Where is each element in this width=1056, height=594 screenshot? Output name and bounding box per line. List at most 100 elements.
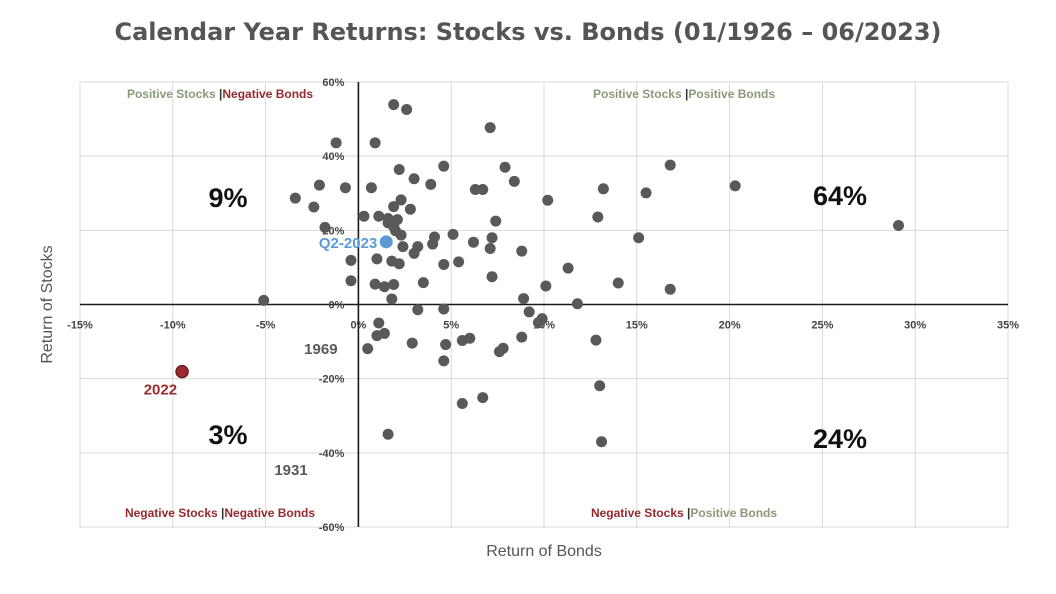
data-point bbox=[477, 392, 489, 404]
quadrant-top-left-part2: Negative Bonds bbox=[222, 87, 313, 101]
data-point bbox=[378, 327, 390, 339]
data-point bbox=[371, 253, 383, 265]
data-point bbox=[339, 182, 351, 194]
data-point bbox=[395, 194, 407, 206]
data-point bbox=[477, 184, 489, 196]
data-point bbox=[369, 137, 381, 149]
data-point bbox=[393, 258, 405, 270]
chart-title: Calendar Year Returns: Stocks vs. Bonds … bbox=[114, 18, 942, 46]
quadrant-top-left-part1: Positive Stocks bbox=[127, 87, 219, 101]
data-point bbox=[516, 245, 528, 257]
quadrant-bottom-left-part2: Negative Bonds bbox=[224, 506, 315, 520]
data-point bbox=[633, 232, 645, 244]
data-point bbox=[571, 298, 583, 310]
data-point bbox=[358, 210, 370, 222]
data-point bbox=[345, 275, 357, 287]
quadrant-top-right-separator: | bbox=[685, 87, 688, 101]
data-point bbox=[289, 192, 301, 204]
highlight-point-2022 bbox=[175, 364, 189, 379]
data-point bbox=[386, 293, 398, 305]
data-point bbox=[447, 228, 459, 240]
y-axis-title: Return of Stocks bbox=[39, 245, 56, 363]
x-tick-label: 0% bbox=[350, 320, 366, 332]
data-point bbox=[388, 201, 400, 213]
data-point bbox=[490, 215, 502, 227]
highlight-point-q2-2023 bbox=[379, 235, 393, 249]
data-point bbox=[427, 238, 439, 250]
y-tick-label: -40% bbox=[319, 448, 345, 460]
data-point bbox=[258, 294, 270, 306]
pct-top-right: 64% bbox=[813, 181, 867, 211]
data-point bbox=[596, 436, 608, 448]
quadrant-bottom-right-separator: | bbox=[687, 506, 690, 520]
data-point bbox=[518, 293, 530, 305]
data-point bbox=[453, 256, 465, 268]
data-point bbox=[536, 313, 548, 325]
y-tick-label: 0% bbox=[328, 300, 344, 312]
x-tick-label: 20% bbox=[719, 320, 741, 332]
data-point bbox=[362, 343, 374, 355]
label-q2-2023: Q2-2023 bbox=[319, 235, 377, 252]
data-point bbox=[308, 201, 320, 213]
data-point bbox=[369, 278, 381, 290]
data-point bbox=[456, 398, 468, 410]
data-point bbox=[590, 334, 602, 346]
data-point bbox=[594, 380, 606, 392]
data-point bbox=[330, 137, 342, 149]
data-point bbox=[425, 178, 437, 190]
data-point bbox=[319, 221, 331, 233]
data-point bbox=[464, 332, 476, 344]
data-point bbox=[438, 258, 450, 270]
data-point bbox=[365, 182, 377, 194]
data-point bbox=[401, 103, 413, 115]
data-point bbox=[493, 346, 505, 358]
data-point bbox=[378, 281, 390, 293]
axes bbox=[80, 82, 1008, 527]
data-point bbox=[664, 283, 676, 295]
data-point bbox=[404, 203, 416, 215]
quadrant-bottom-left-part1: Negative Stocks bbox=[125, 506, 221, 520]
data-point bbox=[395, 229, 407, 241]
data-points bbox=[175, 99, 904, 448]
data-point bbox=[592, 211, 604, 223]
data-point bbox=[664, 159, 676, 171]
data-point bbox=[388, 278, 400, 290]
data-point bbox=[382, 428, 394, 440]
x-tick-label: -15% bbox=[67, 320, 93, 332]
chart-labels: Return of Bonds Return of Stocks 2022 Q2-20… bbox=[39, 87, 867, 560]
data-point bbox=[484, 243, 496, 255]
y-tick-label: 40% bbox=[322, 151, 344, 163]
data-point bbox=[523, 306, 535, 318]
x-tick-label: 30% bbox=[904, 320, 926, 332]
quadrant-top-right: Positive Stocks |Positive Bonds bbox=[593, 87, 775, 101]
data-point bbox=[729, 180, 741, 192]
data-point bbox=[540, 280, 552, 292]
data-point bbox=[516, 331, 528, 343]
data-point bbox=[408, 247, 420, 259]
x-axis-title: Return of Bonds bbox=[486, 543, 602, 560]
x-tick-label: -5% bbox=[256, 320, 276, 332]
y-tick-label: -60% bbox=[319, 522, 345, 534]
data-point bbox=[417, 277, 429, 289]
quadrant-bottom-right: Negative Stocks |Positive Bonds bbox=[591, 506, 777, 520]
x-tick-label: -10% bbox=[160, 320, 186, 332]
data-point bbox=[508, 175, 520, 187]
data-point bbox=[562, 262, 574, 274]
pct-bottom-right: 24% bbox=[813, 424, 867, 454]
data-point bbox=[438, 303, 450, 315]
data-point bbox=[373, 317, 385, 329]
pct-bottom-left: 3% bbox=[208, 420, 247, 450]
pct-top-left: 9% bbox=[208, 183, 247, 213]
x-tick-label: 5% bbox=[443, 320, 459, 332]
data-point bbox=[486, 232, 498, 244]
data-point bbox=[640, 187, 652, 199]
data-point bbox=[892, 220, 904, 232]
data-point bbox=[406, 337, 418, 349]
data-point bbox=[612, 277, 624, 289]
x-tick-label: 25% bbox=[811, 320, 833, 332]
tick-labels: -15% -10% -5% 0% 5% 10% 15% 20% 25% 30% 35%-60%-40… bbox=[67, 77, 1019, 534]
quadrant-bottom-left-separator: | bbox=[221, 506, 224, 520]
data-point bbox=[397, 241, 409, 253]
data-point bbox=[499, 161, 511, 173]
x-tick-label: 15% bbox=[626, 320, 648, 332]
